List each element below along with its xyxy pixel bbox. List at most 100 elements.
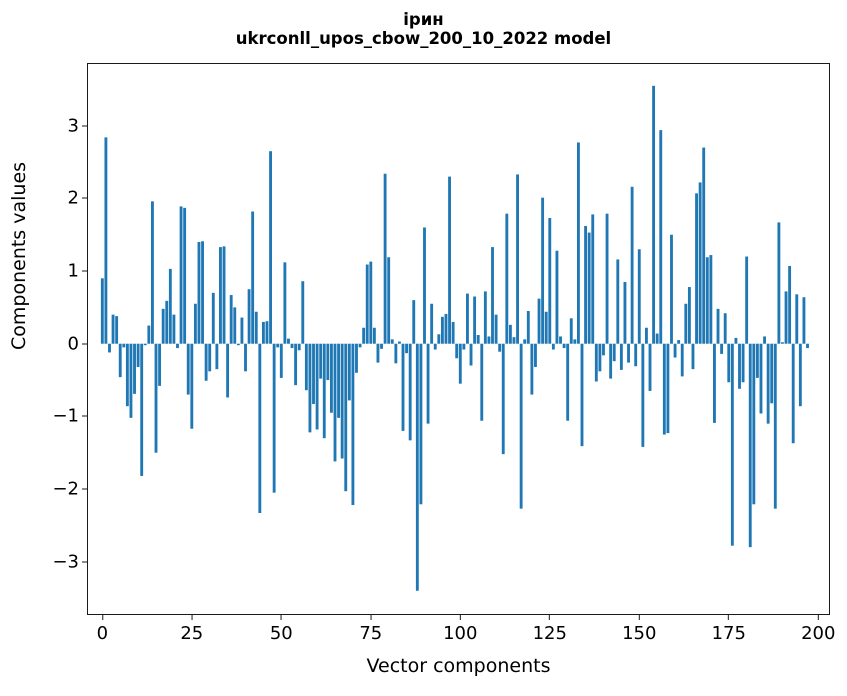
bar [301,281,305,344]
bar [555,250,559,344]
bar [576,142,580,344]
bar [473,296,477,344]
y-tick-mark [82,561,88,563]
x-tick-50: 50 [270,614,293,644]
bar [738,343,741,389]
bar [534,343,537,367]
bar [165,300,169,344]
bar [487,336,491,344]
x-tick-label: 175 [711,623,746,644]
bar [369,261,373,344]
bar [140,343,144,476]
x-tick-mark [638,614,640,620]
bar [315,343,319,430]
x-axis-label: Vector components [366,655,551,677]
bar [777,222,781,344]
bars-plot-area [88,64,829,614]
bar [773,343,777,509]
chart-title: ірин ukrconll_upos_cbow_200_10_2022 mode… [0,10,847,49]
y-tick-−3: −3 [52,551,88,572]
bar [605,213,609,344]
bar [791,343,795,444]
bar [537,298,541,344]
bar [312,343,315,405]
bar [616,259,620,344]
bar [100,278,104,344]
bar [408,343,412,441]
bar [158,343,162,386]
y-tick-mark [82,488,88,490]
bar [680,343,684,377]
bar [222,246,226,344]
y-tick-−1: −1 [52,406,88,427]
bar [219,247,222,344]
bar [118,343,122,378]
bar [430,303,434,344]
bar [215,343,219,370]
bar [161,308,165,344]
bar [505,213,509,344]
bar [806,343,809,349]
bar [709,255,713,344]
bar [304,343,308,391]
bar [673,343,677,358]
bar [186,343,190,395]
bar [670,234,673,344]
bar [508,324,512,344]
bar [795,294,799,344]
bar [240,317,244,344]
x-tick-mark [728,614,730,620]
bar [684,303,688,344]
bar [548,218,552,344]
bar [287,338,290,344]
x-tick-mark [459,614,461,620]
bar [727,343,731,383]
bar [580,343,584,447]
bar [551,343,555,350]
bar [501,343,505,455]
bar [630,186,634,344]
bar [491,247,494,344]
x-tick-label: 75 [359,623,383,644]
bar [398,341,401,344]
x-tick-75: 75 [359,614,382,644]
bar [716,308,720,344]
bar [526,311,530,344]
chart-title-line-1: ірин [403,10,444,29]
bar [326,343,330,381]
bar [111,314,115,344]
bar [802,297,806,344]
x-tick-label: 200 [801,623,836,644]
bar [748,343,752,548]
bar [236,343,240,346]
bar [380,343,383,349]
y-tick-label: 0 [67,333,79,355]
bar [329,343,333,413]
bar [122,343,126,348]
x-tick-label: 125 [532,623,567,644]
bar [390,339,394,344]
bar [720,343,724,354]
bar [133,343,136,394]
y-tick-label: −1 [52,405,79,427]
bar [498,343,502,352]
x-tick-25: 25 [180,614,203,644]
bar [176,343,179,349]
bar [483,291,487,344]
bar [211,292,215,344]
bar [745,256,749,344]
bar [523,339,527,344]
bar [770,343,774,404]
bar [376,343,380,363]
bar [179,206,183,344]
bar [279,343,283,378]
bar [734,337,738,344]
bar [462,343,466,350]
bar [115,316,119,344]
bar [637,249,641,344]
bar [440,316,444,344]
y-tick-label: 1 [67,260,79,282]
bar [587,232,591,344]
bar [541,197,545,344]
bar [619,343,623,370]
